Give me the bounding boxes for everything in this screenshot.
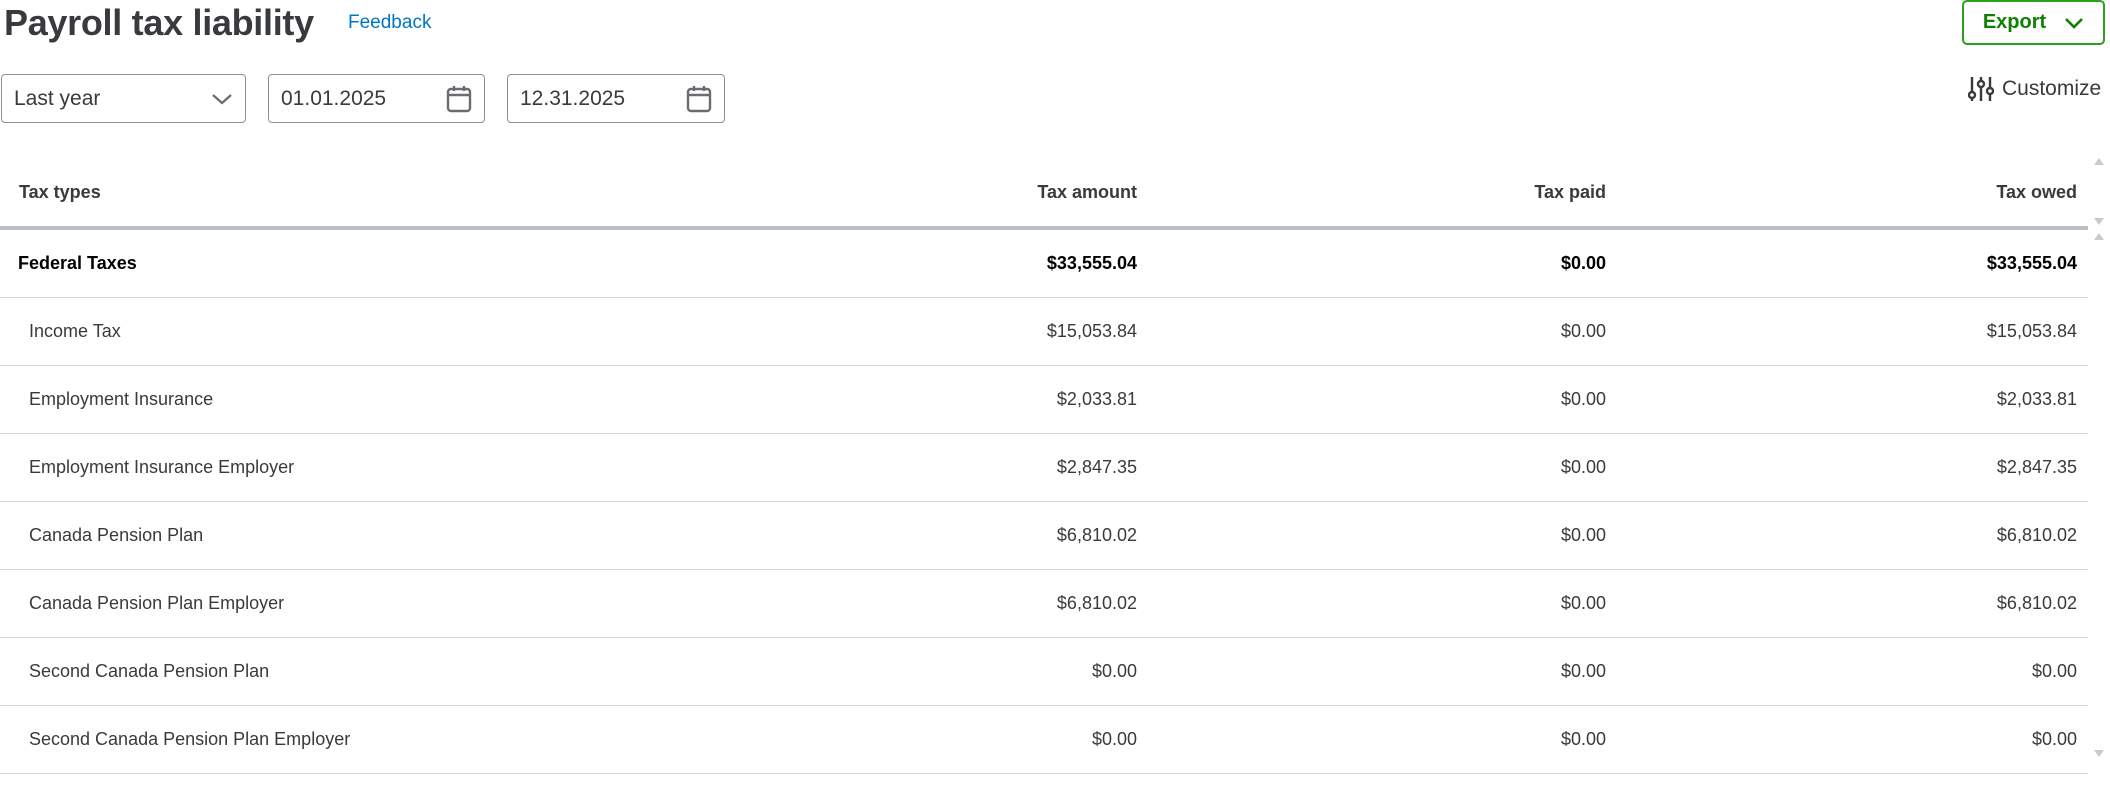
table-row: Second Canada Pension Plan $0.00 $0.00 $0.0… bbox=[0, 637, 2088, 706]
scroll-up-arrow[interactable] bbox=[2094, 158, 2104, 165]
chevron-down-icon bbox=[212, 93, 232, 104]
tax-paid-cell: $0.00 bbox=[1148, 501, 1617, 570]
column-header-tax-paid[interactable]: Tax paid bbox=[1148, 158, 1617, 230]
table-row: Employment Insurance Employer $2,847.35 $0… bbox=[0, 433, 2088, 502]
end-date-value: 12.31.2025 bbox=[520, 86, 626, 110]
tax-type-cell: Federal Taxes bbox=[0, 228, 666, 298]
end-date-input[interactable]: 12.31.2025 bbox=[507, 74, 725, 123]
tax-paid-cell: $0.00 bbox=[1148, 705, 1617, 774]
tax-paid-cell: $0.00 bbox=[1148, 433, 1617, 502]
table-row: Canada Pension Plan $6,810.02 $0.00 $6,810.… bbox=[0, 501, 2088, 570]
sliders-icon bbox=[1968, 77, 1994, 101]
customize-label: Customize bbox=[2002, 77, 2102, 100]
column-header-tax-amount[interactable]: Tax amount bbox=[666, 158, 1148, 230]
column-header-tax-owed[interactable]: Tax owed bbox=[1617, 158, 2088, 230]
tax-owed-cell: $33,555.04 bbox=[1617, 228, 2088, 298]
tax-paid-cell: $0.00 bbox=[1148, 228, 1617, 298]
tax-paid-cell: $0.00 bbox=[1148, 365, 1617, 434]
tax-type-cell: Canada Pension Plan bbox=[0, 501, 666, 570]
table-row: Employment Insurance $2,033.81 $0.00 $2,033… bbox=[0, 365, 2088, 434]
chevron-down-icon bbox=[2065, 17, 2084, 29]
tax-owed-cell: $2,033.81 bbox=[1617, 365, 2088, 434]
table-row: Income Tax $15,053.84 $0.00 $15,053.84 bbox=[0, 297, 2088, 366]
column-header-tax-types[interactable]: Tax types bbox=[0, 158, 666, 230]
tax-amount-cell: $0.00 bbox=[666, 705, 1148, 774]
tax-amount-cell: $2,847.35 bbox=[666, 433, 1148, 502]
period-select[interactable]: Last year bbox=[1, 74, 246, 123]
tax-owed-cell: $15,053.84 bbox=[1617, 297, 2088, 366]
tax-paid-cell: $0.00 bbox=[1148, 569, 1617, 638]
start-date-value: 01.01.2025 bbox=[281, 86, 387, 110]
customize-button[interactable]: Customize bbox=[1968, 76, 2101, 102]
export-button[interactable]: Export bbox=[1962, 0, 2105, 45]
tax-amount-cell: $2,033.81 bbox=[666, 365, 1148, 434]
tax-type-cell: Employment Insurance Employer bbox=[0, 433, 666, 502]
tax-owed-cell: $0.00 bbox=[1617, 637, 2088, 706]
calendar-icon[interactable] bbox=[686, 85, 712, 113]
table-header-row: Tax types Tax amount Tax paid Tax owed bbox=[0, 158, 2088, 230]
tax-amount-cell: $0.00 bbox=[666, 637, 1148, 706]
scroll-down-arrow[interactable] bbox=[2094, 750, 2104, 757]
tax-type-cell: Income Tax bbox=[0, 297, 666, 366]
table-row: Second Canada Pension Plan Employer $0.00… bbox=[0, 705, 2088, 774]
start-date-input[interactable]: 01.01.2025 bbox=[268, 74, 485, 123]
tax-paid-cell: $0.00 bbox=[1148, 297, 1617, 366]
tax-liability-table: Tax types Tax amount Tax paid Tax owed F… bbox=[0, 158, 2088, 774]
feedback-link[interactable]: Feedback bbox=[348, 12, 432, 33]
scroll-up-arrow[interactable] bbox=[2094, 233, 2104, 240]
scroll-down-arrow[interactable] bbox=[2094, 218, 2104, 225]
calendar-icon[interactable] bbox=[446, 85, 472, 113]
tax-paid-cell: $0.00 bbox=[1148, 637, 1617, 706]
period-value: Last year bbox=[14, 86, 101, 110]
page-title: Payroll tax liability bbox=[4, 2, 314, 43]
table-row: Canada Pension Plan Employer $6,810.02 $0.… bbox=[0, 569, 2088, 638]
tax-type-cell: Canada Pension Plan Employer bbox=[0, 569, 666, 638]
tax-type-cell: Employment Insurance bbox=[0, 365, 666, 434]
tax-amount-cell: $6,810.02 bbox=[666, 501, 1148, 570]
tax-type-cell: Second Canada Pension Plan bbox=[0, 637, 666, 706]
tax-owed-cell: $6,810.02 bbox=[1617, 569, 2088, 638]
tax-amount-cell: $15,053.84 bbox=[666, 297, 1148, 366]
tax-amount-cell: $33,555.04 bbox=[666, 228, 1148, 298]
tax-type-cell: Second Canada Pension Plan Employer bbox=[0, 705, 666, 774]
tax-owed-cell: $6,810.02 bbox=[1617, 501, 2088, 570]
tax-owed-cell: $0.00 bbox=[1617, 705, 2088, 774]
export-label: Export bbox=[1982, 11, 2047, 33]
table-group-row: Federal Taxes $33,555.04 $0.00 $33,555.04 bbox=[0, 228, 2088, 298]
tax-owed-cell: $2,847.35 bbox=[1617, 433, 2088, 502]
tax-amount-cell: $6,810.02 bbox=[666, 569, 1148, 638]
